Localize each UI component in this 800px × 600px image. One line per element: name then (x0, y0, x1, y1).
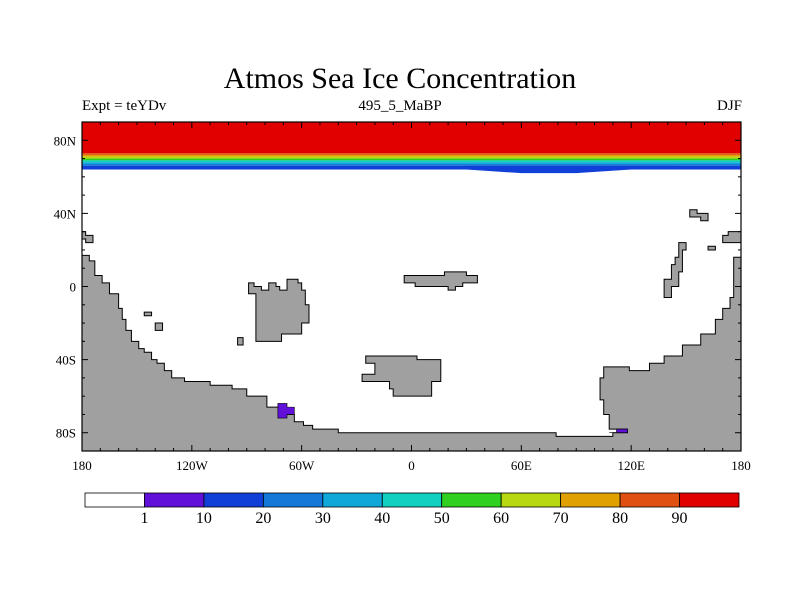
colorbar-swatch-2 (203, 492, 264, 508)
colorbar-label: 60 (493, 510, 509, 527)
colorbar-label: 10 (196, 510, 212, 527)
ice-band-10 (82, 165, 741, 170)
ice-band-bulge (466, 165, 677, 174)
colorbar-label: 1 (140, 510, 148, 527)
land-east-land-a (689, 209, 709, 222)
land-small-island-a (143, 311, 153, 317)
land-east-land-b (722, 231, 741, 244)
colorbar-swatch-3 (262, 492, 324, 508)
land-west-continent (82, 254, 741, 451)
colorbar-swatch-0 (84, 492, 145, 508)
ice-band-80 (82, 153, 741, 155)
ice-band-70 (82, 154, 741, 157)
colorbar-swatch-1 (144, 492, 205, 508)
colorbar-swatch-6 (441, 492, 502, 508)
land-atlantic-island (248, 278, 310, 342)
lon-tick-label: 60E (511, 458, 532, 473)
colorbar-swatch-10 (679, 492, 740, 508)
lon-tick-label: 0 (408, 458, 415, 473)
colorbar-label: 80 (612, 510, 628, 527)
season-label: DJF (716, 98, 742, 114)
lon-tick-label: 120E (617, 458, 645, 473)
lon-tick-label: 180 (731, 458, 751, 473)
colorbar-swatch-8 (560, 492, 621, 508)
ice-band-40 (82, 160, 741, 163)
experiment-label: Expt = teYDv (82, 98, 167, 114)
lat-tick-label: 0 (70, 280, 77, 295)
ice-band-30 (82, 162, 741, 165)
colorbar-label: 50 (434, 510, 450, 527)
map-plot-area (81, 121, 742, 452)
colorbar-swatch-5 (381, 492, 443, 508)
lat-tick-label: 40N (54, 206, 77, 221)
colorbar-label: 30 (315, 510, 331, 527)
colorbar-label: 20 (255, 510, 271, 527)
map-title: Atmos Sea Ice Concentration (223, 62, 577, 95)
land-south-island (361, 355, 442, 397)
map-content (82, 122, 741, 451)
ice-band-20 (82, 164, 741, 166)
colorbar-swatch-7 (500, 492, 562, 508)
colorbar-label: 70 (553, 510, 569, 527)
land-east-island-a (663, 242, 687, 298)
ice-band-50 (82, 158, 741, 161)
land-east-island-b (707, 245, 716, 251)
lon-tick-label: 60W (289, 458, 315, 473)
ice-band-60 (82, 156, 741, 159)
lon-tick-label: 180 (72, 458, 92, 473)
land-mid-island (403, 271, 478, 291)
land-small-island-b (154, 322, 164, 331)
lon-tick-label: 120W (176, 458, 209, 473)
ice-patch-2 (609, 428, 628, 434)
land-west-islet (82, 231, 94, 244)
land-small-island-c (237, 337, 244, 346)
colorbar-swatch-9 (619, 492, 680, 508)
lat-tick-label: 40S (56, 353, 76, 368)
colorbar-swatch-4 (322, 492, 383, 508)
ice-patch-1 (277, 403, 295, 419)
lat-tick-label: 80N (54, 133, 77, 148)
model-run-label: 495_5_MaBP (358, 98, 442, 114)
lat-tick-label: 80S (56, 426, 76, 441)
colorbar-label: 40 (374, 510, 390, 527)
map-axes: 180 120W 60W 0 60E 120E 180 80N 40N 0 40S 80S (54, 122, 751, 473)
colorbar-label: 90 (672, 510, 688, 527)
colorbar: 1 10 20 30 40 50 60 70 80 90 (84, 492, 740, 527)
